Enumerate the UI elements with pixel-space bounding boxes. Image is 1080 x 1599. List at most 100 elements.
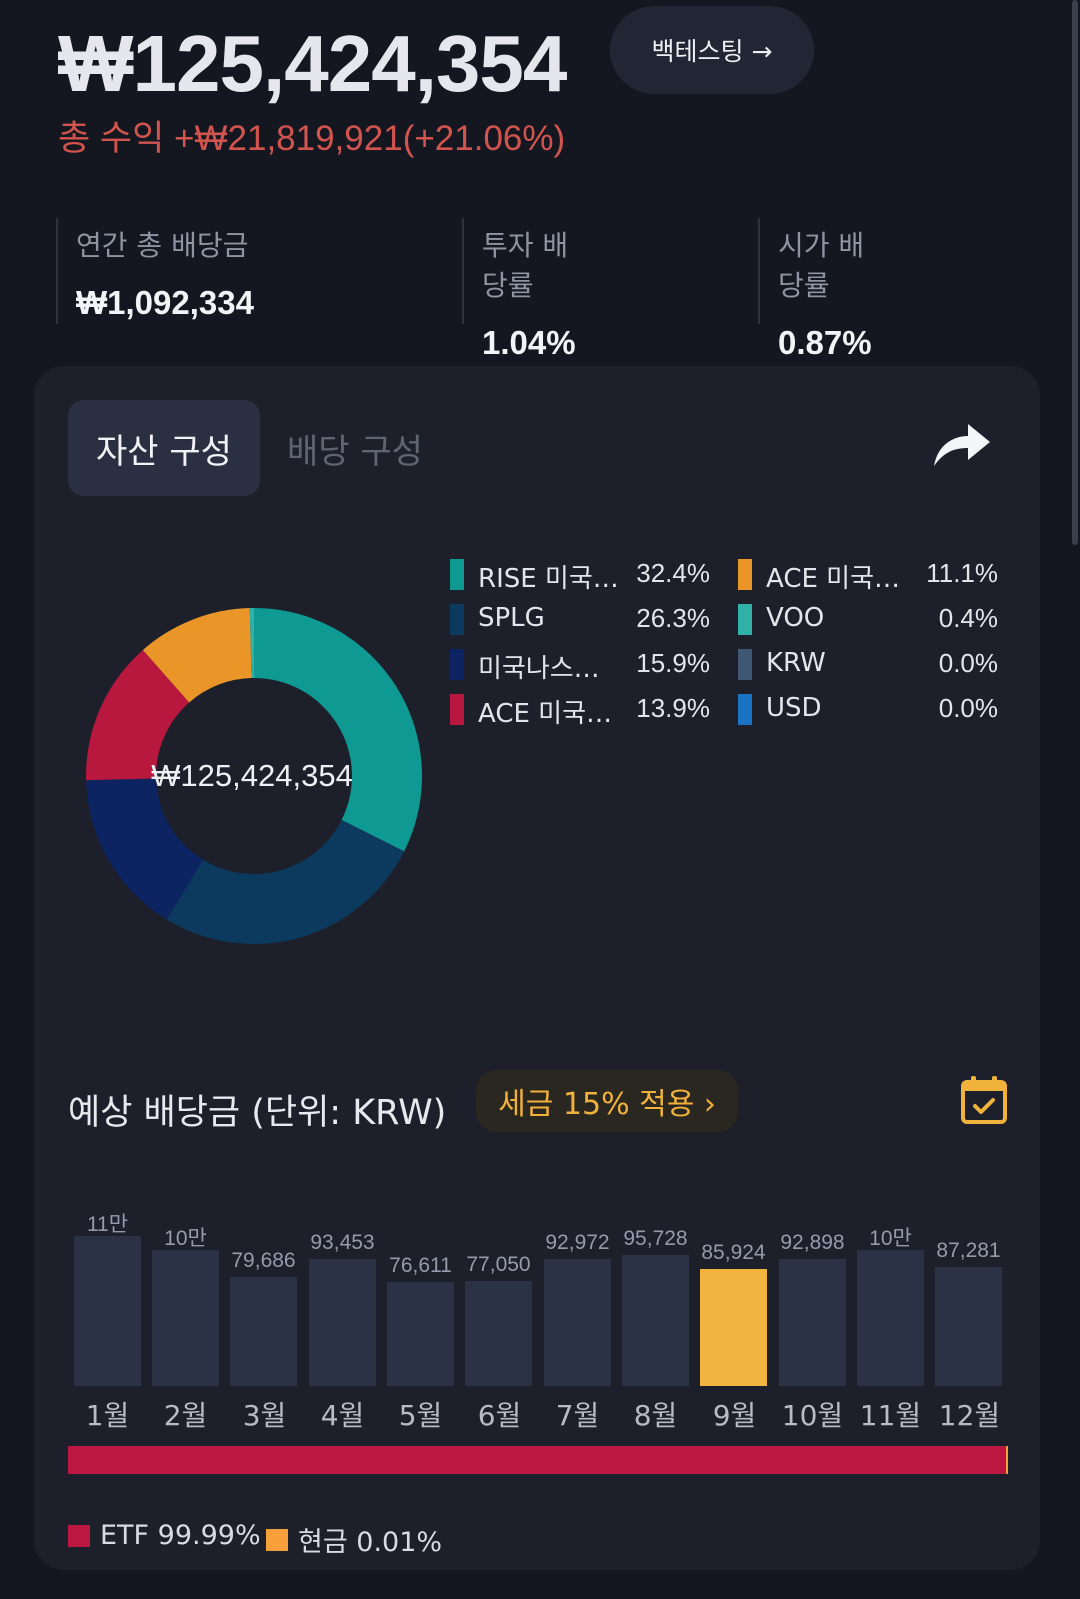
dividend-bar-label: 79,686 bbox=[231, 1249, 296, 1272]
monthly-dividend-bar-chart: 11만 10만 79,686 93,453 76,611 77,050 92,972 95,7… bbox=[68, 1146, 1008, 1386]
expected-dividend-title: 예상 배당금 (단위: KRW) bbox=[68, 1093, 447, 1133]
legend-percent: 15.9% bbox=[636, 648, 710, 678]
asset-type-mix-bar bbox=[68, 1446, 1008, 1474]
legend-cash: 현금 0.01% bbox=[266, 1520, 442, 1559]
stat-market-yield: 시가 배당률 0.87% bbox=[758, 218, 872, 361]
donut-center-label: ₩125,424,354 bbox=[151, 758, 353, 793]
dividend-bar[interactable] bbox=[544, 1259, 611, 1386]
total-asset-value: ₩125,424,354 bbox=[58, 19, 567, 108]
legend-name: USD bbox=[766, 693, 822, 723]
month-label: 12월 bbox=[938, 1399, 1001, 1432]
legend-name: ACE 미국… bbox=[766, 564, 901, 594]
dividend-bar-label: 93,453 bbox=[310, 1231, 375, 1254]
legend-item: USD 0.0% bbox=[738, 689, 998, 729]
legend-item: SPLG 26.3% bbox=[450, 599, 710, 639]
dividend-bar[interactable] bbox=[779, 1259, 846, 1386]
stat-label: 연간 총 배당금 bbox=[76, 229, 249, 262]
tab-dividend-composition[interactable]: 배당 구성 bbox=[287, 431, 423, 472]
dividend-bar-label: 92,972 bbox=[545, 1231, 610, 1254]
month-label: 7월 bbox=[555, 1399, 600, 1432]
dividend-bar-label: 10만 bbox=[164, 1227, 207, 1250]
portfolio-card: 자산 구성 배당 구성 ₩125,424,354 RISE 미국… 32.4% SP… bbox=[34, 366, 1040, 1570]
legend-item: 미국나스… 15.9% bbox=[450, 644, 710, 684]
legend-item: RISE 미국… 32.4% bbox=[450, 554, 710, 594]
month-label: 10월 bbox=[781, 1399, 844, 1432]
tax-applied-button[interactable]: 세금 15% 적용 › bbox=[476, 1070, 738, 1132]
dividend-bar-label: 11만 bbox=[86, 1213, 129, 1236]
legend-name: RISE 미국… bbox=[478, 564, 619, 594]
month-label: 5월 bbox=[398, 1399, 443, 1432]
stat-label: 투자 배당률 bbox=[482, 229, 569, 302]
legend-name: VOO bbox=[766, 603, 825, 633]
dividend-bar[interactable] bbox=[622, 1255, 689, 1386]
legend-name: ACE 미국… bbox=[478, 699, 613, 729]
month-label: 8월 bbox=[633, 1399, 678, 1432]
dividend-bar-label: 87,281 bbox=[936, 1239, 1001, 1262]
legend-item: ACE 미국… 11.1% bbox=[738, 554, 998, 594]
month-label: 4월 bbox=[320, 1399, 365, 1432]
legend-swatch bbox=[450, 649, 464, 680]
month-label: 9월 bbox=[712, 1399, 757, 1432]
legend-item: KRW 0.0% bbox=[738, 644, 998, 684]
dividend-bar[interactable] bbox=[465, 1281, 532, 1386]
legend-etf: ETF 99.99% bbox=[68, 1520, 261, 1551]
dividend-bar-label: 10만 bbox=[869, 1227, 912, 1250]
etf-swatch bbox=[68, 1524, 90, 1547]
stat-value: 0.87% bbox=[778, 324, 872, 361]
dividend-bar-label: 85,924 bbox=[701, 1241, 766, 1264]
calendar-check-icon[interactable] bbox=[960, 1074, 1008, 1126]
dividend-bar[interactable] bbox=[857, 1250, 924, 1386]
tab-asset-composition[interactable]: 자산 구성 bbox=[68, 400, 260, 496]
scrollbar[interactable] bbox=[1072, 0, 1078, 545]
legend-percent: 11.1% bbox=[926, 558, 998, 588]
dividend-bar[interactable] bbox=[935, 1267, 1002, 1386]
legend-item: VOO 0.4% bbox=[738, 599, 998, 639]
dividend-bar[interactable] bbox=[309, 1259, 376, 1386]
legend-name: KRW bbox=[766, 648, 826, 678]
backtest-button[interactable]: 백테스팅 → bbox=[610, 6, 814, 94]
stat-annual-dividend: 연간 총 배당금 ₩1,092,334 bbox=[56, 218, 254, 324]
dividend-bar[interactable] bbox=[230, 1277, 297, 1386]
dividend-bar[interactable] bbox=[152, 1250, 219, 1386]
legend-percent: 0.0% bbox=[938, 648, 998, 678]
dividend-bar-label: 77,050 bbox=[466, 1253, 531, 1276]
total-gain-text: 총 수익 +₩21,819,921(+21.06%) bbox=[58, 119, 566, 158]
stat-value: ₩1,092,334 bbox=[76, 284, 254, 321]
donut-slice bbox=[166, 819, 405, 944]
stat-value: 1.04% bbox=[482, 324, 576, 361]
dividend-bar[interactable] bbox=[387, 1282, 454, 1386]
month-label: 11월 bbox=[859, 1399, 922, 1432]
legend-percent: 0.0% bbox=[938, 693, 998, 723]
month-label: 6월 bbox=[477, 1399, 522, 1432]
legend-swatch bbox=[450, 604, 464, 635]
legend-swatch bbox=[738, 604, 752, 635]
donut-slice bbox=[254, 608, 422, 852]
legend-swatch bbox=[738, 649, 752, 680]
dividend-bar-label: 76,611 bbox=[389, 1254, 452, 1277]
legend-swatch bbox=[450, 559, 464, 590]
legend-percent: 32.4% bbox=[636, 558, 710, 588]
etf-label: ETF 99.99% bbox=[100, 1520, 261, 1551]
cash-segment bbox=[1006, 1446, 1008, 1474]
donut-slice bbox=[249, 608, 254, 679]
legend-swatch bbox=[738, 559, 752, 590]
legend-percent: 13.9% bbox=[636, 693, 710, 723]
month-label: 3월 bbox=[242, 1399, 287, 1432]
donut-slice bbox=[86, 649, 190, 781]
dividend-bar[interactable] bbox=[700, 1269, 767, 1386]
legend-swatch bbox=[450, 694, 464, 725]
dividend-bar-label: 92,898 bbox=[780, 1231, 845, 1254]
donut-slice bbox=[86, 778, 204, 920]
cash-label: 현금 0.01% bbox=[298, 1527, 443, 1558]
cash-swatch bbox=[266, 1528, 288, 1551]
share-arrow-icon[interactable] bbox=[932, 418, 992, 470]
legend-swatch bbox=[738, 694, 752, 725]
dividend-bar[interactable] bbox=[74, 1236, 141, 1386]
legend-percent: 26.3% bbox=[636, 603, 710, 633]
stat-label: 시가 배당률 bbox=[778, 229, 865, 302]
legend-name: 미국나스… bbox=[478, 654, 600, 684]
month-label: 1월 bbox=[85, 1399, 130, 1432]
dividend-bar-label: 95,728 bbox=[623, 1227, 688, 1250]
legend-percent: 0.4% bbox=[938, 603, 998, 633]
stat-investment-yield: 투자 배당률 1.04% bbox=[462, 218, 576, 361]
